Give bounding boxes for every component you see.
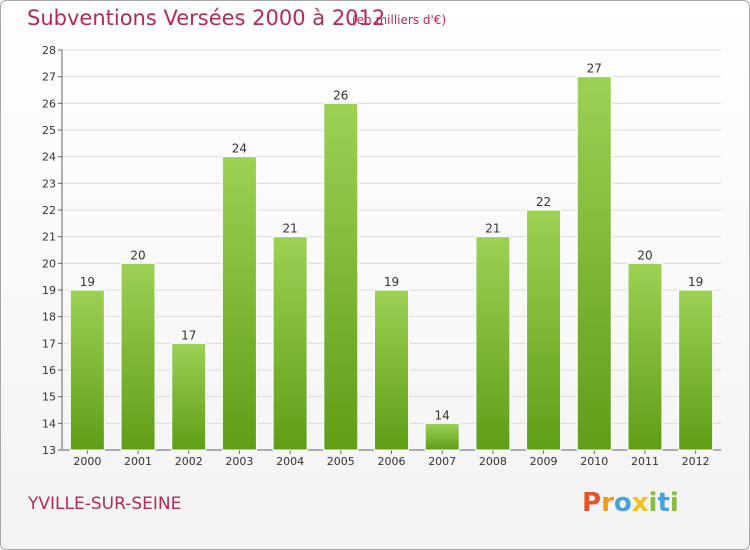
data-label-2000: 19: [80, 275, 95, 289]
data-label-2012: 19: [688, 275, 703, 289]
x-tick-label: 2011: [631, 455, 659, 468]
data-labels: 19 20 17 24 21 26 19 14 21 22 27 20 19: [80, 62, 704, 423]
y-tick-label: 24: [42, 151, 56, 164]
y-tick-label: 14: [42, 417, 56, 430]
y-tick-label: 21: [42, 231, 56, 244]
bar-2003: [221, 156, 257, 451]
logo-letter: o: [613, 488, 632, 518]
data-label-2001: 20: [130, 248, 145, 262]
data-label-2006: 19: [384, 275, 399, 289]
proxiti-logo: Proxiti: [582, 488, 679, 518]
data-label-2003: 24: [232, 142, 247, 156]
bar-2011: [627, 262, 663, 451]
x-tick-label: 2005: [327, 455, 355, 468]
logo-letter: i: [669, 488, 679, 518]
logo-letter: t: [657, 488, 670, 518]
axes: 13 14 15 16 17 18 19 20 21 22 23 24 25 26 27 28 2000 2001…: [42, 44, 721, 468]
bar-2000: [69, 289, 105, 451]
y-tick-label: 23: [42, 177, 56, 190]
bar-2008: [475, 236, 511, 451]
data-label-2007: 14: [435, 408, 450, 422]
data-label-2009: 22: [536, 195, 551, 209]
y-tick-label: 28: [42, 44, 56, 57]
x-tick-label: 2003: [225, 455, 253, 468]
chart-title: Subventions Versées 2000 à 2012: [27, 6, 386, 30]
bar-2004: [272, 236, 308, 451]
chart-subtitle: (en milliers d'€): [352, 13, 447, 27]
bar-2007: [424, 422, 460, 451]
bar-2012: [678, 289, 714, 451]
x-tick-label: 2001: [124, 455, 152, 468]
y-tick-label: 22: [42, 204, 56, 217]
x-tick-label: 2000: [73, 455, 101, 468]
data-label-2008: 21: [485, 222, 500, 236]
logo-letter: r: [601, 488, 614, 518]
x-tick-label: 2009: [530, 455, 558, 468]
bar-2002: [171, 342, 207, 451]
y-tick-label: 17: [42, 337, 56, 350]
x-tick-label: 2012: [682, 455, 710, 468]
y-tick-label: 18: [42, 311, 56, 324]
bar-2010: [576, 76, 612, 451]
data-label-2002: 17: [181, 328, 196, 342]
y-tick-label: 25: [42, 124, 56, 137]
y-tick-label: 15: [42, 391, 56, 404]
logo-letter: i: [648, 488, 658, 518]
x-tick-label: 2004: [276, 455, 304, 468]
x-tick-label: 2006: [378, 455, 406, 468]
place-name: YVILLE-SUR-SEINE: [28, 494, 182, 514]
x-tick-label: 2002: [175, 455, 203, 468]
y-tick-label: 26: [42, 97, 56, 110]
logo-letter: P: [582, 488, 602, 518]
y-tick-label: 19: [42, 284, 56, 297]
x-tick-label: 2008: [479, 455, 507, 468]
y-tick-label: 16: [42, 364, 56, 377]
bar-2009: [526, 209, 562, 451]
data-label-2010: 27: [587, 62, 602, 76]
bar-2005: [323, 102, 359, 451]
data-label-2004: 21: [282, 222, 297, 236]
data-label-2005: 26: [333, 88, 348, 102]
y-tick-label: 13: [42, 444, 56, 457]
logo-letter: x: [631, 488, 649, 518]
bar-2001: [120, 262, 156, 451]
y-tick-label: 20: [42, 257, 56, 270]
bars: [69, 76, 714, 451]
x-tick-label: 2010: [580, 455, 608, 468]
y-tick-label: 27: [42, 71, 56, 84]
bar-2006: [374, 289, 409, 451]
data-label-2011: 20: [637, 248, 652, 262]
x-tick-label: 2007: [428, 455, 456, 468]
